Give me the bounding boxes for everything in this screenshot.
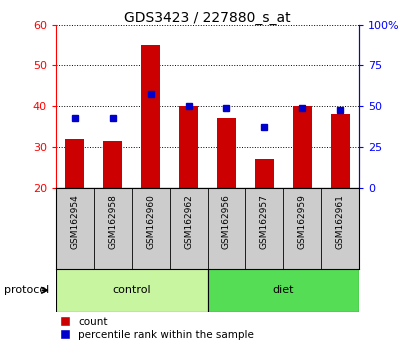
Text: GSM162954: GSM162954 bbox=[71, 194, 79, 249]
Bar bbox=[331, 114, 349, 188]
Bar bbox=[66, 139, 84, 188]
Text: diet: diet bbox=[273, 285, 294, 295]
Text: GSM162959: GSM162959 bbox=[298, 194, 307, 249]
Bar bbox=[103, 141, 122, 188]
Bar bbox=[56, 269, 208, 312]
Text: GSM162961: GSM162961 bbox=[336, 194, 344, 249]
Text: GSM162958: GSM162958 bbox=[108, 194, 117, 249]
Bar bbox=[293, 106, 312, 188]
Bar bbox=[255, 159, 274, 188]
Text: GSM162957: GSM162957 bbox=[260, 194, 269, 249]
Text: GSM162960: GSM162960 bbox=[146, 194, 155, 249]
Legend: count, percentile rank within the sample: count, percentile rank within the sample bbox=[61, 317, 254, 340]
Bar bbox=[208, 269, 359, 312]
Text: protocol: protocol bbox=[4, 285, 49, 295]
Text: control: control bbox=[112, 285, 151, 295]
Text: GSM162962: GSM162962 bbox=[184, 194, 193, 249]
Text: GDS3423 / 227880_s_at: GDS3423 / 227880_s_at bbox=[124, 11, 291, 25]
Bar bbox=[179, 106, 198, 188]
Text: GSM162956: GSM162956 bbox=[222, 194, 231, 249]
Bar bbox=[217, 118, 236, 188]
Bar bbox=[141, 45, 160, 188]
